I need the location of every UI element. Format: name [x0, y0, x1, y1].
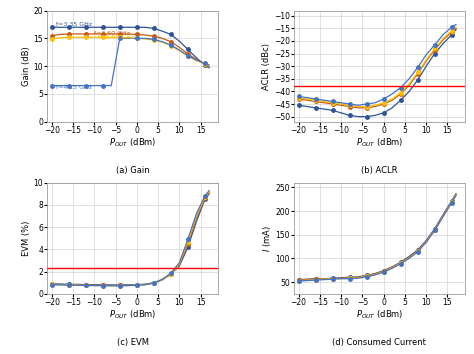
- Text: f=3.60 GHz: f=3.60 GHz: [94, 31, 130, 36]
- Text: (c) EVM: (c) EVM: [117, 338, 148, 347]
- Y-axis label: $I$ (mA): $I$ (mA): [261, 225, 273, 252]
- Text: (b) ACLR: (b) ACLR: [361, 166, 398, 175]
- Text: f=3.90 GHz: f=3.90 GHz: [99, 35, 135, 40]
- Text: (a) Gain: (a) Gain: [116, 166, 149, 175]
- X-axis label: $P_{OUT}$ (dBm): $P_{OUT}$ (dBm): [109, 308, 156, 321]
- X-axis label: $P_{OUT}$ (dBm): $P_{OUT}$ (dBm): [356, 136, 403, 149]
- X-axis label: $P_{OUT}$ (dBm): $P_{OUT}$ (dBm): [109, 136, 156, 149]
- X-axis label: $P_{OUT}$ (dBm): $P_{OUT}$ (dBm): [356, 308, 403, 321]
- Y-axis label: Gain (dB): Gain (dB): [22, 46, 31, 86]
- Text: f=3.35 GHz: f=3.35 GHz: [56, 22, 92, 27]
- Y-axis label: EVM (%): EVM (%): [22, 221, 31, 256]
- Text: f=4.15 GHz: f=4.15 GHz: [56, 85, 92, 91]
- Text: (d) Consumed Current: (d) Consumed Current: [332, 338, 426, 347]
- Y-axis label: ACLR (dBc): ACLR (dBc): [262, 42, 271, 90]
